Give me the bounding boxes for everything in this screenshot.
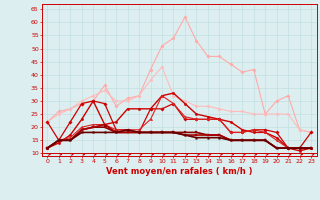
- X-axis label: Vent moyen/en rafales ( km/h ): Vent moyen/en rafales ( km/h ): [106, 167, 252, 176]
